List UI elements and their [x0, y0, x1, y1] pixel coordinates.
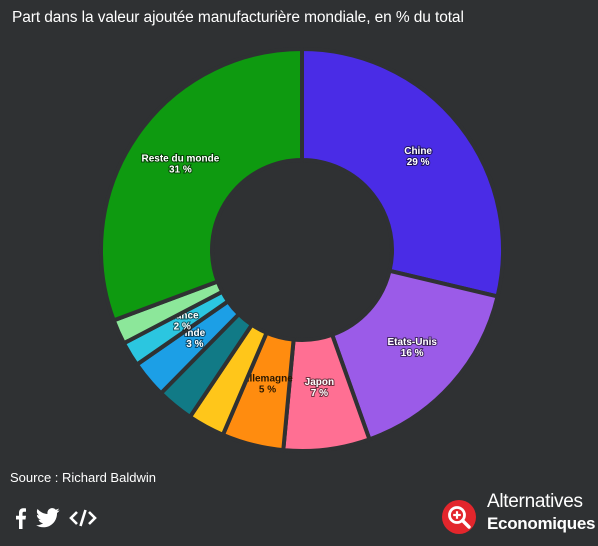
slice-chine[interactable] — [300, 47, 505, 299]
logo-text-alternatives: Alternatives — [487, 491, 583, 512]
slice-label-value-france: 2 % — [174, 321, 191, 332]
slice-reste-du-monde[interactable] — [99, 47, 304, 323]
slice-label-value-inde: 3 % — [186, 339, 203, 350]
slice-label-value-etats-unis: 16 % — [401, 348, 424, 359]
slice-label-value-japon: 7 % — [311, 388, 328, 399]
slice-label-name-allemagne: Allemagne — [242, 374, 293, 385]
magnifier-plus-icon — [442, 500, 476, 534]
slice-label-name-reste-du-monde: Reste du monde — [142, 154, 220, 165]
embed-code-icon[interactable] — [69, 506, 97, 530]
slice-label-name-japon: Japon — [305, 377, 334, 388]
facebook-icon[interactable] — [14, 506, 27, 530]
slice-label-value-allemagne: 5 % — [259, 385, 276, 396]
alternatives-economiques-logo[interactable]: Alternatives Economiques — [442, 490, 596, 540]
share-bar — [14, 505, 97, 531]
source-text: Source : Richard Baldwin — [10, 470, 156, 485]
twitter-icon[interactable] — [36, 506, 60, 530]
slice-etats-unis[interactable] — [330, 268, 500, 442]
logo-text-economiques: Economiques — [487, 514, 596, 533]
slice-label-name-etats-unis: Etats-Unis — [387, 337, 437, 348]
slice-label-value-reste-du-monde: 31 % — [169, 165, 192, 176]
slice-label-value-chine: 29 % — [407, 157, 430, 168]
slice-label-name-chine: Chine — [404, 146, 432, 157]
chart-title: Part dans la valeur ajoutée manufacturiè… — [12, 9, 464, 26]
